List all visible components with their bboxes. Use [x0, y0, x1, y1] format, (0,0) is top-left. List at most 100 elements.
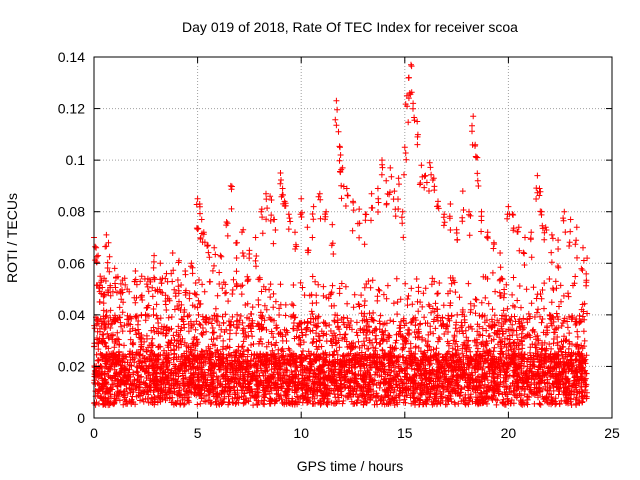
data-point: [229, 313, 236, 320]
data-point: [573, 402, 580, 408]
data-point: [180, 386, 187, 393]
data-point: [425, 301, 432, 308]
data-point: [476, 323, 483, 330]
data-point: [363, 399, 370, 406]
data-point: [552, 278, 559, 285]
data-point: [288, 369, 295, 375]
data-point: [492, 288, 499, 295]
data-point: [434, 290, 441, 297]
data-point: [338, 280, 345, 287]
data-point: [390, 300, 397, 307]
data-point: [342, 283, 349, 290]
data-point: [118, 323, 125, 330]
data-point: [548, 299, 555, 306]
data-point: [249, 304, 256, 311]
data-point: [366, 372, 373, 378]
data-point: [96, 298, 103, 305]
data-point: [452, 289, 459, 296]
data-point: [471, 302, 478, 309]
data-point: [415, 308, 422, 315]
data-point: [465, 280, 472, 287]
data-point: [519, 351, 525, 357]
data-point: [127, 336, 134, 343]
data-point: [500, 307, 507, 314]
data-point: [535, 394, 541, 401]
data-point: [529, 341, 536, 348]
data-point: [309, 273, 316, 280]
data-point: [369, 277, 376, 284]
data-point: [97, 394, 104, 401]
data-point: [316, 337, 323, 344]
data-point: [192, 326, 199, 333]
data-point: [405, 331, 412, 338]
data-point: [573, 356, 580, 362]
data-point: [209, 341, 216, 348]
data-point: [525, 356, 532, 363]
data-point: [496, 289, 503, 296]
data-point: [145, 391, 152, 398]
data-point: [107, 393, 114, 400]
data-point: [221, 393, 228, 400]
data-point: [336, 344, 343, 351]
data-point: [397, 331, 404, 338]
data-point: [257, 336, 264, 342]
data-point: [555, 391, 562, 398]
data-point: [149, 284, 156, 291]
data-point: [542, 331, 549, 338]
data-point: [274, 391, 281, 398]
data-point: [225, 298, 232, 305]
data-point: [323, 323, 330, 329]
data-point: [523, 286, 530, 293]
data-point: [424, 320, 431, 327]
data-point: [348, 318, 354, 324]
data-point: [236, 317, 243, 324]
data-point: [163, 307, 170, 313]
data-point: [397, 296, 404, 303]
data-point: [467, 300, 474, 307]
data-point: [463, 352, 470, 359]
data-point: [212, 305, 219, 312]
data-point: [432, 300, 439, 307]
data-point: [566, 330, 573, 337]
data-point: [505, 347, 512, 354]
data-point: [561, 333, 567, 340]
data-point: [122, 394, 128, 401]
data-point: [428, 309, 435, 316]
data-point: [323, 331, 330, 338]
data-point: [570, 382, 577, 388]
data-point: [291, 368, 298, 375]
data-point: [405, 292, 412, 299]
data-point: [565, 290, 571, 297]
data-point: [136, 384, 143, 390]
data-point: [384, 282, 391, 289]
data-point: [380, 321, 387, 328]
data-point: [149, 335, 156, 342]
data-point: [420, 290, 427, 297]
data-point: [331, 318, 338, 325]
data-point: [435, 317, 441, 324]
data-point: [454, 311, 461, 318]
data-point: [150, 306, 157, 312]
data-point: [475, 332, 482, 339]
data-point: [347, 345, 354, 351]
data-point: [524, 401, 531, 408]
data-point: [203, 347, 210, 354]
data-point: [299, 284, 306, 291]
data-point: [282, 331, 289, 338]
data-point: [267, 294, 274, 301]
data-point: [113, 289, 120, 296]
data-point: [531, 314, 538, 320]
data-point: [248, 362, 255, 369]
data-point: [440, 302, 447, 309]
data-point: [473, 296, 480, 303]
data-point: [447, 300, 454, 306]
data-point: [213, 317, 220, 324]
data-point: [510, 274, 517, 281]
data-point: [273, 339, 280, 346]
data-point: [301, 292, 308, 299]
data-point: [214, 292, 221, 299]
data-point: [490, 336, 497, 343]
data-point: [372, 336, 379, 342]
data-point: [323, 294, 330, 301]
data-point: [525, 331, 531, 338]
